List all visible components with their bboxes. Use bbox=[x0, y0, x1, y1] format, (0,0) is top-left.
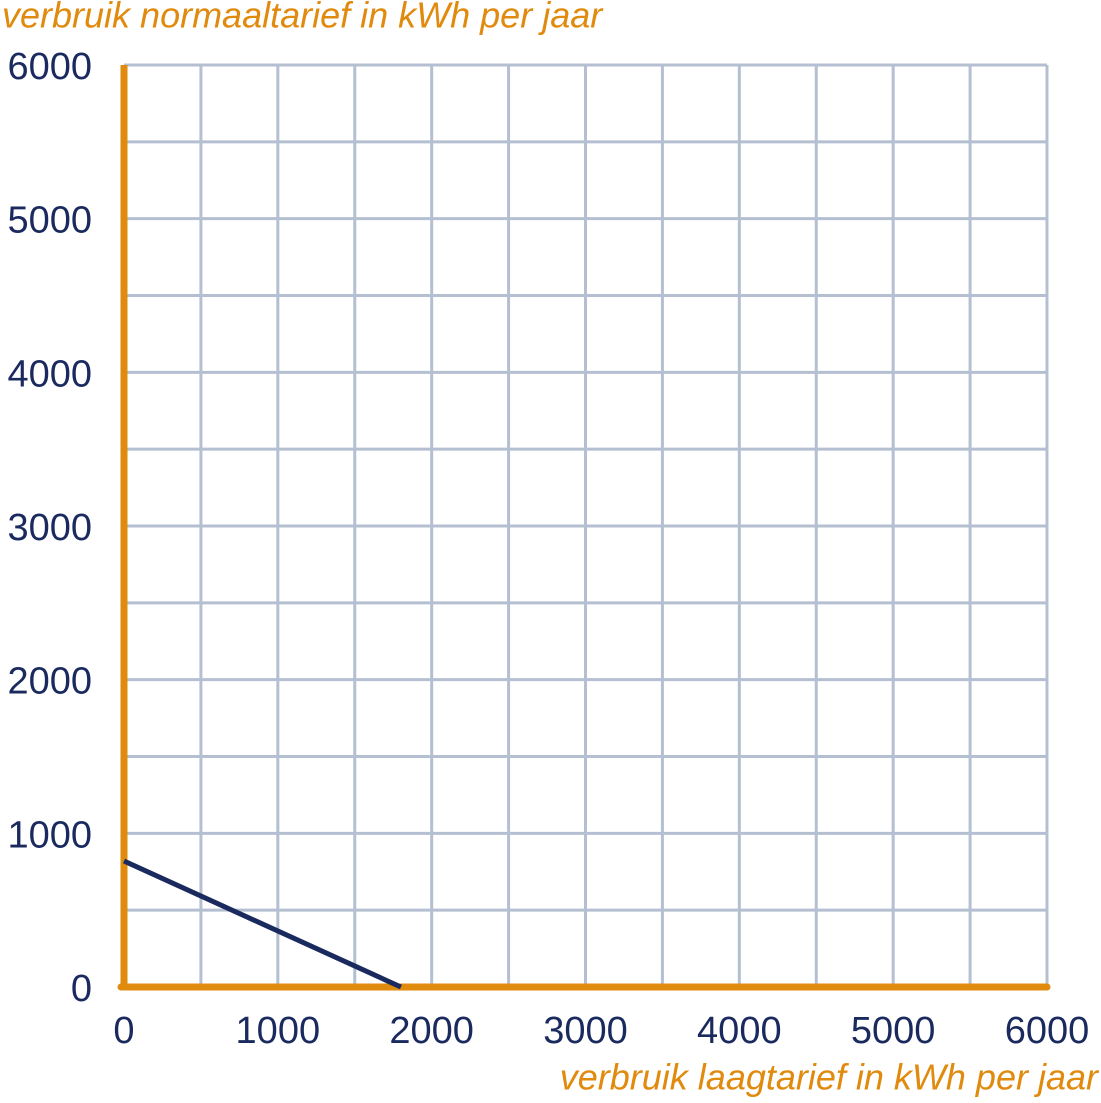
x-tick-label: 2000 bbox=[389, 1010, 474, 1052]
x-tick-label: 3000 bbox=[543, 1010, 628, 1052]
x-tick-label: 4000 bbox=[697, 1010, 782, 1052]
y-tick-label: 4000 bbox=[7, 353, 92, 395]
y-tick-label: 6000 bbox=[7, 46, 92, 88]
x-axis-title: verbruik laagtarief in kWh per jaar bbox=[560, 1057, 1100, 1098]
y-axis-title: verbruik normaaltarief in kWh per jaar bbox=[2, 0, 604, 36]
x-tick-label: 0 bbox=[113, 1010, 134, 1052]
y-tick-label: 5000 bbox=[7, 200, 92, 242]
x-tick-label: 5000 bbox=[851, 1010, 936, 1052]
y-tick-label: 1000 bbox=[7, 814, 92, 856]
y-tick-label: 2000 bbox=[7, 661, 92, 703]
y-tick-label: 3000 bbox=[7, 507, 92, 549]
data-line bbox=[122, 858, 402, 990]
x-tick-label: 1000 bbox=[236, 1010, 321, 1052]
y-tick-label: 0 bbox=[71, 968, 92, 1010]
x-tick-label: 6000 bbox=[1005, 1010, 1090, 1052]
